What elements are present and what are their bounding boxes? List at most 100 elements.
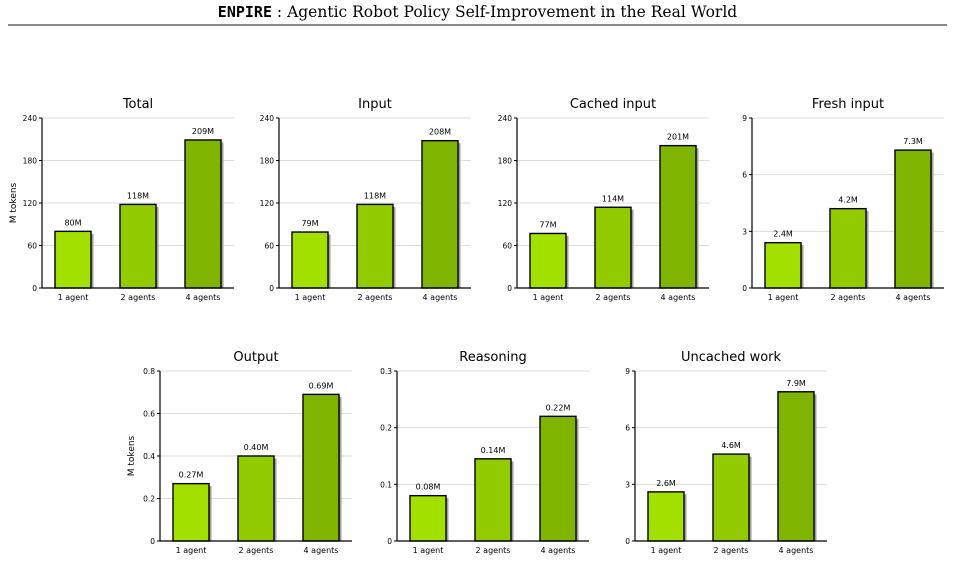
chart-title: Cached input (570, 97, 656, 112)
bar (302, 393, 340, 542)
chart-panel-total: Total M tokens 0 60 120 180 240 80M 1 agent 118M 2… (9, 97, 234, 302)
x-tick-label: 1 agent (768, 293, 799, 302)
bar (237, 455, 275, 542)
x-tick-label: 4 agents (423, 293, 458, 302)
y-tick-label: 60 (27, 242, 37, 251)
y-tick-label: 6 (742, 171, 747, 180)
chart-panel-uncached-work: Uncached work 0 3 6 9 2.6M 1 agent 4.6M 2 agents… (625, 350, 827, 555)
x-tick-label: 1 agent (176, 546, 207, 555)
bar (894, 149, 932, 289)
bar-data-label: 118M (127, 191, 149, 200)
page-header: ENPIRE : Agentic Robot Policy Self-Impro… (0, 0, 955, 26)
project-name: ENPIRE (217, 3, 272, 21)
page-subtitle: : Agentic Robot Policy Self-Improvement … (276, 3, 738, 21)
bar-data-label: 7.3M (903, 137, 923, 146)
bar-data-label: 80M (64, 218, 81, 227)
bar (54, 230, 92, 289)
x-tick-label: 4 agents (779, 546, 814, 555)
bar-data-label: 79M (301, 219, 318, 228)
chart-title: Input (358, 97, 392, 112)
bar-data-label: 7.9M (786, 379, 806, 388)
bar-data-label: 114M (602, 194, 624, 203)
y-tick-label: 0.2 (143, 495, 155, 504)
y-tick-label: 120 (23, 199, 38, 208)
bar-data-label: 0.14M (481, 446, 506, 455)
bar-data-label: 77M (539, 220, 556, 229)
chart-panel-input: Input 0 60 120 180 240 79M 1 agent 118M 2 agents 2… (260, 97, 471, 302)
bar (421, 139, 459, 289)
x-tick-label: 1 agent (533, 293, 564, 302)
y-tick-label: 0 (32, 284, 37, 293)
y-tick-label: 3 (625, 480, 630, 489)
bar-data-label: 0.69M (309, 381, 334, 390)
y-tick-label: 0.1 (380, 480, 392, 489)
bar (184, 139, 222, 289)
y-tick-label: 120 (498, 199, 513, 208)
y-tick-label: 9 (625, 367, 630, 376)
x-tick-label: 1 agent (413, 546, 444, 555)
y-tick-label: 180 (23, 157, 38, 166)
x-tick-label: 4 agents (896, 293, 931, 302)
x-tick-label: 2 agents (831, 293, 866, 302)
x-tick-label: 4 agents (661, 293, 696, 302)
y-axis-label: M tokens (9, 182, 19, 223)
x-tick-label: 4 agents (186, 293, 221, 302)
y-tick-label: 0 (507, 284, 512, 293)
y-tick-label: 0 (625, 537, 630, 546)
page-title: ENPIRE : Agentic Robot Policy Self-Impro… (0, 3, 955, 21)
bar (764, 241, 802, 289)
chart-panel-reasoning: Reasoning 0 0.1 0.2 0.3 0.08M 1 agent 0.14M 2 ag… (380, 350, 589, 555)
bar-data-label: 2.4M (773, 230, 793, 239)
y-tick-label: 0.8 (143, 367, 155, 376)
y-tick-label: 120 (260, 199, 275, 208)
chart-title: Uncached work (681, 350, 782, 365)
x-tick-label: 4 agents (304, 546, 339, 555)
y-axis-label: M tokens (127, 435, 137, 476)
x-tick-label: 1 agent (58, 293, 89, 302)
chart-panel-output: Output M tokens 0 0.2 0.4 0.6 0.8 0.27M 1 agent 0… (127, 350, 352, 555)
x-tick-label: 2 agents (239, 546, 274, 555)
bar-data-label: 208M (429, 128, 451, 137)
x-tick-label: 2 agents (476, 546, 511, 555)
chart-title: Reasoning (459, 350, 526, 365)
bar (356, 203, 394, 289)
bar-data-label: 201M (667, 133, 689, 142)
bar (119, 203, 157, 289)
chart-title: Output (233, 350, 278, 365)
bar (172, 482, 210, 542)
chart-title: Fresh input (812, 97, 884, 112)
y-tick-label: 180 (498, 157, 513, 166)
bar (291, 231, 329, 289)
bar-data-label: 0.40M (244, 443, 269, 452)
bar (777, 391, 815, 542)
bar (829, 207, 867, 289)
x-tick-label: 1 agent (295, 293, 326, 302)
x-tick-label: 2 agents (714, 546, 749, 555)
y-tick-label: 0.6 (143, 410, 155, 419)
y-tick-label: 60 (264, 242, 274, 251)
y-tick-label: 9 (742, 114, 747, 123)
chart-panel-cached-input: Cached input 0 60 120 180 240 77M 1 agent 114M 2 … (498, 97, 709, 302)
y-tick-label: 3 (742, 227, 747, 236)
bar (659, 144, 697, 289)
header-divider (8, 24, 947, 26)
bar-data-label: 0.22M (546, 403, 571, 412)
bar (712, 453, 750, 542)
bar-data-label: 118M (364, 191, 386, 200)
bar (529, 232, 567, 289)
bar-data-label: 0.27M (179, 471, 204, 480)
x-tick-label: 2 agents (121, 293, 156, 302)
bar (647, 491, 685, 542)
bar-data-label: 4.2M (838, 196, 858, 205)
bar (594, 206, 632, 289)
y-tick-label: 6 (625, 424, 630, 433)
bar (409, 494, 447, 542)
y-tick-label: 0 (150, 537, 155, 546)
x-tick-label: 4 agents (541, 546, 576, 555)
y-tick-label: 0.4 (143, 452, 155, 461)
bar-data-label: 2.6M (656, 479, 676, 488)
y-tick-label: 240 (23, 114, 38, 123)
x-tick-label: 2 agents (596, 293, 631, 302)
chart-panel-fresh-input: Fresh input 0 3 6 9 2.4M 1 agent 4.2M 2 agents 7.… (742, 97, 944, 302)
